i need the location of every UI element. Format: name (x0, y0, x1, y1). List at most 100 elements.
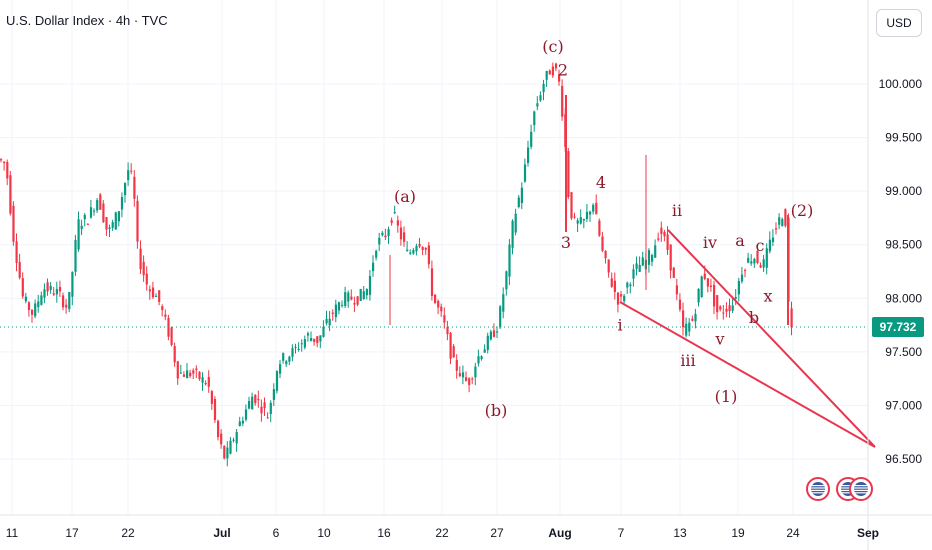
candle-body (443, 315, 446, 323)
candle-body (285, 361, 288, 365)
candle-body (127, 170, 130, 181)
candle-body (313, 338, 316, 342)
candle-body (744, 270, 747, 272)
wave-label: (b) (485, 401, 508, 420)
wave-label: i (617, 315, 622, 334)
x-tick-label: 10 (317, 526, 331, 540)
candle-body (771, 237, 775, 243)
x-tick-label: 6 (273, 526, 280, 540)
candle-body (89, 207, 93, 218)
candle-body (517, 197, 520, 208)
candle-body (654, 245, 657, 258)
candle-body (198, 371, 201, 380)
candle-body (592, 204, 595, 212)
candle-body (737, 281, 740, 295)
y-tick-label: 98.500 (885, 238, 922, 252)
candle-body (561, 85, 564, 117)
currency-button[interactable]: USD (876, 9, 922, 37)
candle-body (514, 213, 517, 233)
wedge-upper-trendline[interactable] (667, 229, 876, 448)
candle-body (651, 255, 654, 262)
y-tick-label: 97.000 (885, 398, 922, 412)
candle-body (192, 370, 195, 374)
candle-body (418, 243, 421, 247)
wave-label: 3 (561, 233, 571, 252)
candle-body (753, 258, 756, 264)
candle-body (254, 394, 257, 404)
candle-body (452, 346, 455, 358)
candle-body (37, 301, 40, 308)
candle-body (161, 306, 164, 311)
candle-body (62, 295, 65, 308)
candle-body (111, 222, 114, 228)
grid-layer (0, 0, 869, 515)
candle-body (607, 259, 610, 273)
candle-body (477, 356, 480, 364)
candle-body (616, 292, 620, 305)
candle-body (167, 317, 170, 337)
candle-body (120, 197, 124, 210)
candle-body (130, 170, 133, 172)
candle-body (269, 402, 272, 415)
candle-body (55, 289, 58, 295)
candle-body (77, 219, 80, 250)
candles-layer[interactable] (0, 62, 793, 467)
candle-body (303, 339, 306, 348)
event-icons-layer[interactable] (806, 477, 873, 501)
candle-body (691, 318, 694, 321)
candle-body (372, 262, 375, 272)
candle-body (244, 409, 248, 420)
candle-body (217, 420, 220, 438)
candle-body (117, 211, 120, 222)
candle-body (703, 273, 706, 279)
flag-stripe (811, 485, 825, 487)
candle-body (759, 265, 762, 268)
candle-body (341, 304, 344, 306)
candle-body (613, 280, 616, 293)
wave-label: (2) (791, 201, 814, 220)
candle-body (390, 220, 393, 223)
candle-body (43, 289, 46, 298)
candle-body (465, 377, 468, 381)
candle-body (189, 372, 192, 377)
candle-body (108, 227, 111, 229)
candle-body (136, 200, 139, 242)
trend-lines-layer[interactable] (619, 229, 876, 448)
candle-body (238, 421, 241, 427)
wave-label: x (763, 286, 772, 305)
candle-body (589, 211, 592, 215)
wedge-lower-trendline[interactable] (619, 301, 876, 448)
candle-body (27, 302, 31, 311)
flag-stripe (854, 489, 868, 491)
candle-body (728, 305, 731, 312)
candle-body (375, 250, 378, 258)
candle-body (778, 217, 781, 225)
candle-body (545, 71, 548, 80)
y-tick-label: 99.000 (885, 184, 922, 198)
candle-body (204, 383, 207, 385)
x-tick-label: 27 (490, 526, 504, 540)
chart-title: U.S. Dollar Index · 4h · TVC (6, 13, 168, 28)
candle-body (437, 301, 440, 308)
wave-label: c (756, 236, 765, 255)
wave-label: a (735, 231, 745, 250)
candle-body (266, 417, 269, 419)
candle-body (6, 162, 9, 179)
us-flag-event-icon[interactable] (806, 477, 830, 501)
candle-body (573, 216, 576, 218)
candle-body (257, 398, 260, 401)
candle-body (430, 268, 434, 296)
candle-body (424, 247, 427, 250)
candle-body (421, 247, 424, 250)
candle-body (415, 246, 418, 252)
candle-body (790, 308, 793, 328)
candle-body (570, 192, 573, 219)
x-tick-label: 19 (731, 526, 745, 540)
flag-stripe (811, 489, 825, 491)
candle-body (145, 273, 148, 285)
candle-body (620, 294, 623, 297)
candle-body (582, 219, 585, 221)
us-flag-event-icon[interactable] (849, 477, 873, 501)
